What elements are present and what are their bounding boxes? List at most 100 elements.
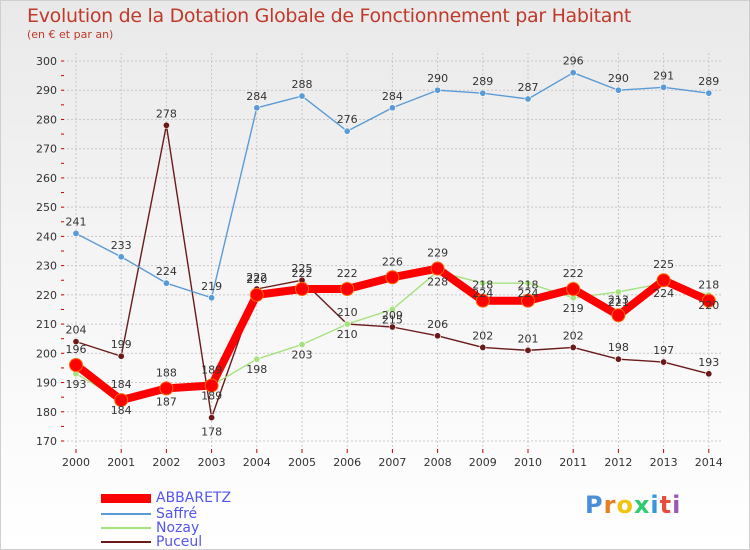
data-label: 220 (698, 299, 719, 312)
data-label: 203 (292, 349, 313, 362)
data-point (475, 293, 490, 308)
data-label: 202 (563, 329, 584, 342)
data-point (343, 127, 351, 135)
x-tick-label: 2001 (107, 456, 135, 469)
x-tick-label: 2008 (424, 456, 452, 469)
data-point (479, 89, 487, 97)
data-label: 220 (246, 273, 267, 286)
data-label: 189 (201, 389, 222, 402)
data-point (159, 381, 174, 396)
logo-letter: i (650, 491, 660, 519)
data-label: 218 (518, 279, 539, 292)
x-tick-label: 2004 (243, 456, 271, 469)
data-point (705, 370, 713, 378)
logo-letter: o (616, 491, 634, 519)
data-label: 199 (111, 338, 132, 351)
data-label: 224 (518, 287, 539, 300)
x-tick-label: 2011 (559, 456, 587, 469)
data-label: 206 (427, 318, 448, 331)
x-tick-label: 2005 (288, 456, 316, 469)
data-point (524, 279, 532, 287)
data-label: 204 (66, 324, 87, 337)
legend-label: Puceul (156, 534, 203, 550)
data-label: 222 (337, 267, 358, 280)
data-label: 187 (156, 395, 177, 408)
data-label: 289 (472, 75, 493, 88)
y-tick-label: 170 (36, 435, 57, 448)
data-label: 284 (246, 90, 267, 103)
legend-label: ABBARETZ (156, 490, 232, 506)
data-label: 225 (292, 262, 313, 275)
x-tick-label: 2009 (469, 456, 497, 469)
series-abbaretz (69, 261, 716, 408)
y-tick-label: 300 (36, 55, 57, 68)
x-tick-label: 2002 (152, 456, 180, 469)
data-label: 218 (472, 279, 493, 292)
data-point (249, 287, 264, 302)
legend-swatch (101, 513, 151, 515)
x-tick-label: 2000 (62, 456, 90, 469)
data-label: 290 (427, 72, 448, 85)
data-point (117, 352, 125, 360)
legend-swatch (101, 493, 151, 503)
y-tick-label: 280 (36, 113, 57, 126)
y-tick-label: 180 (36, 406, 57, 419)
data-point (705, 89, 713, 97)
data-label: 197 (653, 344, 674, 357)
data-label: 188 (156, 366, 177, 379)
data-point (614, 288, 622, 296)
y-tick-label: 200 (36, 347, 57, 360)
logo-letter: x (633, 491, 651, 519)
data-label: 296 (563, 55, 584, 68)
data-label: 224 (653, 287, 674, 300)
data-label: 288 (292, 78, 313, 91)
data-label: 209 (382, 309, 403, 322)
y-tick-label: 210 (36, 318, 57, 331)
data-label: 193 (698, 356, 719, 369)
data-point (388, 305, 396, 313)
data-label: 196 (66, 343, 87, 356)
logo-letter: i (672, 491, 682, 519)
data-label: 193 (66, 378, 87, 391)
data-label: 222 (246, 271, 267, 284)
legend-label: Nozay (156, 520, 200, 536)
x-tick-label: 2007 (378, 456, 406, 469)
data-label: 226 (382, 255, 403, 268)
data-label: 201 (518, 332, 539, 345)
legend-item: ABBARETZ (101, 491, 231, 505)
data-point (660, 358, 668, 366)
data-point (253, 104, 261, 112)
data-point (72, 229, 80, 237)
data-label: 219 (563, 302, 584, 315)
data-point (660, 83, 668, 91)
data-label: 233 (111, 239, 132, 252)
data-label: 290 (608, 72, 629, 85)
data-label: 189 (201, 363, 222, 376)
x-tick-label: 2013 (650, 456, 678, 469)
data-point (524, 346, 532, 354)
data-point (69, 358, 83, 372)
proxiti-logo: Proxiti (585, 491, 681, 519)
data-label: 276 (337, 113, 358, 126)
data-point (343, 320, 351, 328)
data-label: 218 (698, 279, 719, 292)
data-point (298, 341, 306, 349)
data-point (114, 393, 129, 408)
data-point (611, 308, 626, 323)
data-point (524, 95, 532, 103)
data-point (253, 355, 261, 363)
data-label: 222 (292, 267, 313, 280)
data-point (72, 338, 80, 346)
data-label: 215 (382, 313, 403, 326)
data-point (656, 273, 671, 288)
data-label: 284 (382, 90, 403, 103)
chart-title: Evolution de la Dotation Globale de Fonc… (27, 5, 632, 27)
data-point (117, 253, 125, 261)
data-point (295, 282, 309, 296)
data-label: 221 (608, 296, 629, 309)
data-label: 291 (653, 69, 674, 82)
data-point (204, 378, 219, 393)
data-label: 278 (156, 107, 177, 120)
